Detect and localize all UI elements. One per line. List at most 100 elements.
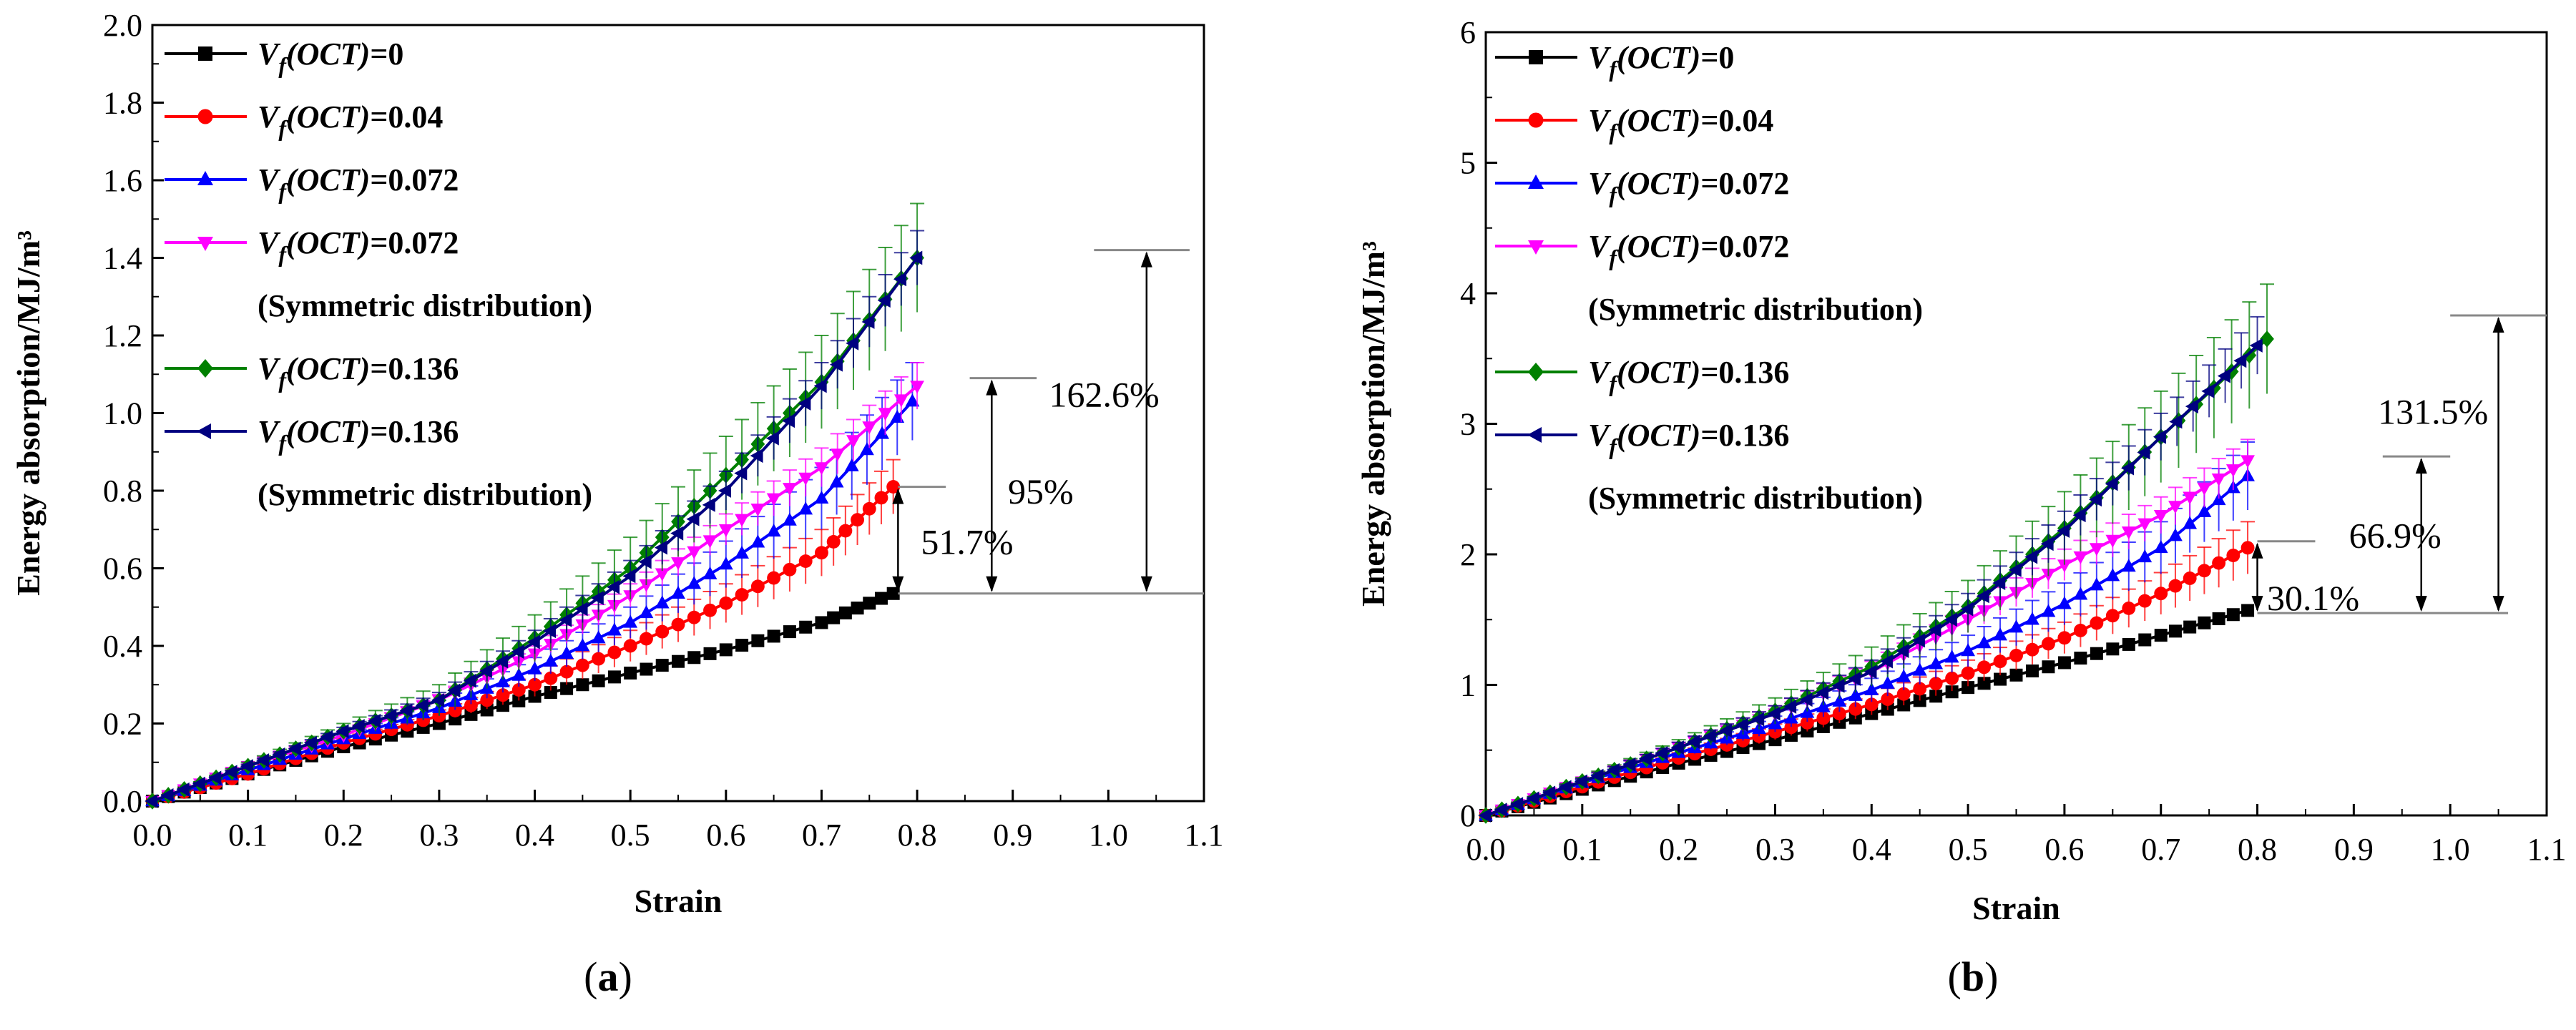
data-point <box>846 335 859 350</box>
data-point <box>2201 383 2215 398</box>
x-tick-label: 0.8 <box>2238 832 2277 867</box>
series-line <box>1485 338 2268 817</box>
data-point <box>702 535 718 549</box>
data-point <box>512 694 526 707</box>
data-point <box>829 474 844 488</box>
data-point <box>750 534 765 548</box>
series-1 <box>146 587 900 808</box>
data-point <box>1638 752 1652 766</box>
data-point <box>1977 677 1991 690</box>
data-point <box>2137 549 2153 563</box>
data-point <box>1800 705 1815 718</box>
data-point <box>1832 693 1847 707</box>
data-point <box>160 788 174 803</box>
data-point <box>719 643 733 657</box>
data-point <box>1864 682 1879 695</box>
legend-marker <box>197 171 213 185</box>
data-point <box>2105 476 2118 491</box>
data-point <box>1494 803 1507 817</box>
data-point <box>1896 669 1911 682</box>
data-point <box>862 501 876 516</box>
data-point <box>560 682 574 695</box>
data-point <box>1542 785 1556 800</box>
data-point <box>2217 368 2230 383</box>
data-point <box>671 585 685 599</box>
data-point <box>624 666 637 680</box>
data-point <box>576 678 589 692</box>
data-point <box>860 442 874 456</box>
data-point <box>575 658 589 672</box>
annotation-label: 162.6% <box>1049 374 1160 414</box>
data-point <box>145 794 158 808</box>
legend-label: Vf(OCT)=0.136 <box>1588 418 1789 459</box>
data-point <box>496 699 509 712</box>
data-point <box>718 484 732 498</box>
legend-note: (Symmetric distribution) <box>258 477 592 512</box>
x-tick-label: 0.9 <box>993 818 1032 853</box>
data-point <box>1993 627 2007 641</box>
data-point <box>2057 559 2072 573</box>
data-point <box>2106 642 2120 656</box>
data-point <box>2041 637 2055 651</box>
legend-item-1: Vf(OCT)=0 <box>165 36 403 78</box>
legend-marker <box>1528 175 1544 189</box>
y-tick-label: 1.0 <box>103 396 142 431</box>
data-point <box>1928 622 1941 637</box>
data-point <box>240 759 253 774</box>
data-point <box>2226 549 2240 562</box>
data-point <box>1831 678 1845 693</box>
data-point <box>766 524 781 537</box>
y-axis-label: Energy absorption/MJ/m³ <box>10 230 46 596</box>
data-point <box>2211 492 2226 506</box>
data-point <box>815 616 828 629</box>
data-point <box>1944 612 1957 627</box>
data-point <box>1816 711 1831 725</box>
data-point <box>2212 556 2226 570</box>
data-point <box>910 381 924 394</box>
data-point <box>2122 601 2136 615</box>
legend-marker <box>198 46 212 61</box>
y-tick-label: 5 <box>1460 146 1476 181</box>
data-point <box>670 526 684 541</box>
data-point <box>1912 662 1927 676</box>
legend-item-1: Vf(OCT)=0 <box>1495 40 1734 82</box>
data-point <box>2073 624 2087 637</box>
data-point <box>654 540 667 555</box>
legend-marker <box>197 359 213 378</box>
data-point <box>1687 735 1700 750</box>
data-point <box>1784 720 1798 735</box>
annotation-arrow-head-up <box>892 488 904 504</box>
annotation-label: 30.1% <box>2267 578 2359 618</box>
x-tick-label: 0.6 <box>706 818 745 853</box>
annotation-2: 95% <box>969 377 1074 592</box>
annotation-arrow-head-down <box>1140 576 1152 592</box>
data-point <box>2212 612 2225 626</box>
data-point <box>447 683 461 698</box>
data-point <box>799 620 813 634</box>
legend-label: Vf(OCT)=0.136 <box>258 351 459 393</box>
legend-item-2: Vf(OCT)=0.04 <box>1495 103 1773 144</box>
legend-label: Vf(OCT)=0.04 <box>1588 103 1773 144</box>
data-point <box>782 413 795 428</box>
data-point <box>527 661 542 675</box>
data-point <box>575 638 590 652</box>
data-point <box>686 511 700 526</box>
annotation-label: 51.7% <box>921 522 1013 562</box>
y-axis-label: Energy absorption/MJ/m³ <box>1355 241 1391 607</box>
data-point <box>528 677 542 692</box>
data-point <box>2233 353 2247 368</box>
data-point <box>2168 579 2183 593</box>
data-point <box>2168 528 2183 541</box>
data-point <box>1655 746 1668 760</box>
data-point <box>687 651 701 664</box>
data-point <box>719 596 733 610</box>
data-point <box>815 546 828 560</box>
data-point <box>798 396 811 411</box>
y-tick-label: 1 <box>1460 668 1476 703</box>
data-point <box>1945 671 1959 685</box>
data-point <box>798 554 813 569</box>
legend-marker <box>197 109 213 124</box>
data-point <box>1590 768 1604 783</box>
y-tick-label: 0.4 <box>103 629 142 664</box>
